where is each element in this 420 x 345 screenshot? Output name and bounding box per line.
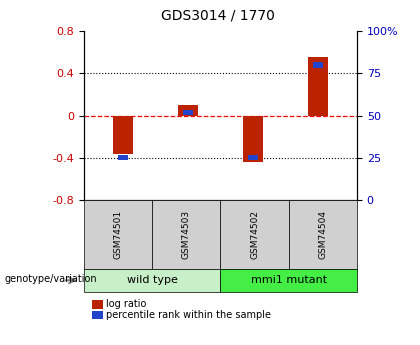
Text: GDS3014 / 1770: GDS3014 / 1770 — [161, 9, 276, 22]
Bar — [183, 110, 193, 115]
Text: log ratio: log ratio — [106, 299, 146, 309]
Text: GSM74502: GSM74502 — [250, 210, 259, 259]
Bar — [243, 116, 263, 162]
Bar — [178, 105, 198, 116]
Text: GSM74504: GSM74504 — [318, 210, 327, 259]
Bar — [113, 116, 133, 154]
Text: mmi1 mutant: mmi1 mutant — [251, 275, 327, 285]
Text: GSM74503: GSM74503 — [182, 210, 191, 259]
Bar — [312, 62, 323, 68]
Text: percentile rank within the sample: percentile rank within the sample — [106, 310, 271, 319]
Bar — [248, 155, 258, 160]
Bar — [308, 58, 328, 116]
Text: GSM74501: GSM74501 — [114, 210, 123, 259]
Text: wild type: wild type — [127, 275, 178, 285]
Text: genotype/variation: genotype/variation — [4, 274, 97, 284]
Bar — [118, 155, 129, 160]
